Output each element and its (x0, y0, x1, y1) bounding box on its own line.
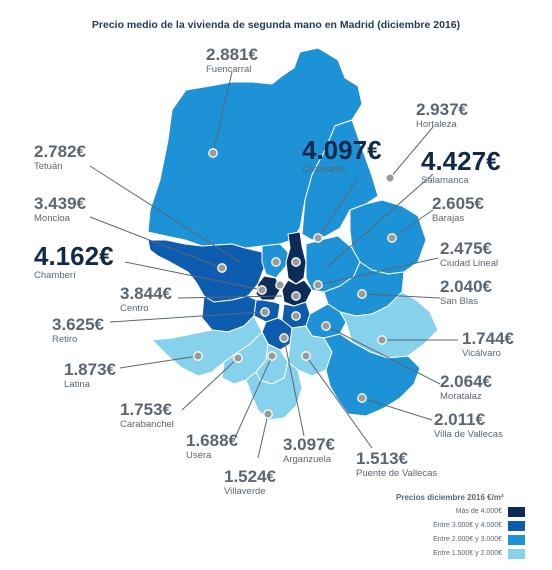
price-ciudad-lineal: 2.475€ (440, 239, 492, 258)
name-ciudad-lineal: Ciudad Lineal (440, 258, 499, 269)
name-latina: Latina (64, 379, 90, 390)
price-chamberi: 4.162€ (34, 241, 114, 271)
name-barajas: Barajas (432, 213, 465, 224)
label-puente-de-vallecas: 1.513€ Puente de Vallecas (356, 450, 437, 480)
price-barajas: 2.605€ (432, 194, 484, 213)
legend-item: Entre 2.000€ y 3.000€ (380, 535, 530, 547)
label-carabanchel: 1.753€ Carabanchel (120, 401, 174, 431)
name-centro: Centro (120, 303, 149, 314)
name-chamberi: Chamberí (34, 270, 76, 281)
legend-label: Más de 4.000€ (455, 508, 502, 515)
price-moncloa: 3.439€ (34, 194, 86, 213)
label-tetuan: 2.782€ Tetuán (34, 143, 86, 173)
label-villaverde: 1.524€ Villaverde (224, 468, 276, 498)
legend-label: Entre 1.500€ y 2.000€ (433, 550, 502, 557)
name-villa-de-vallecas: Villa de Vallecas (434, 429, 503, 440)
label-chamartin: 4.097€ Chamartín (302, 137, 382, 176)
price-vicalvaro: 1.744€ (462, 329, 514, 348)
name-san-blas: San Blas (440, 296, 479, 307)
name-hortaleza: Hortaleza (416, 119, 457, 130)
name-moratalaz: Moratalaz (440, 391, 482, 402)
label-ciudad-lineal: 2.475€ Ciudad Lineal (440, 240, 498, 270)
price-retiro: 3.625€ (52, 315, 104, 334)
price-tetuan: 2.782€ (34, 142, 86, 161)
name-usera: Usera (186, 450, 212, 461)
label-retiro: 3.625€ Retiro (52, 316, 104, 346)
legend-swatch (508, 535, 525, 545)
price-usera: 1.688€ (186, 431, 238, 450)
legend-item: Más de 4.000€ (380, 507, 530, 519)
legend-label: Entre 3.000€ y 4.000€ (433, 522, 502, 529)
label-chamberi: 4.162€ Chamberí (34, 243, 114, 282)
label-hortaleza: 2.937€ Hortaleza (416, 101, 468, 131)
price-san-blas: 2.040€ (440, 277, 492, 296)
name-retiro: Retiro (52, 334, 78, 345)
map-title: Precio medio de la vivienda de segunda m… (91, 19, 461, 31)
name-fuencarral: Fuencarral (206, 64, 252, 75)
price-hortaleza: 2.937€ (416, 100, 468, 119)
price-chamartin: 4.097€ (302, 135, 382, 165)
legend-swatch (508, 549, 525, 559)
name-carabanchel: Carabanchel (120, 419, 174, 430)
label-fuencarral: 2.881€ Fuencarral (206, 46, 258, 76)
label-villa-de-vallecas: 2.011€ Villa de Vallecas (434, 411, 503, 441)
legend-swatch (508, 507, 525, 517)
label-moncloa: 3.439€ Moncloa (34, 195, 86, 225)
name-arganzuela: Arganzuela (283, 454, 332, 465)
price-villa-de-vallecas: 2.011€ (434, 410, 486, 429)
name-villaverde: Villaverde (224, 486, 266, 497)
price-centro: 3.844€ (120, 284, 172, 303)
district-villaverde (245, 361, 303, 421)
name-vicalvaro: Vicálvaro (462, 348, 501, 359)
name-moncloa: Moncloa (34, 213, 70, 224)
name-tetuan: Tetuán (34, 161, 63, 172)
legend-label: Entre 2.000€ y 3.000€ (433, 536, 502, 543)
name-chamartin: Chamartín (302, 164, 347, 175)
price-latina: 1.873€ (64, 360, 116, 379)
label-arganzuela: 3.097€ Arganzuela (283, 436, 335, 466)
legend-swatch (508, 521, 525, 531)
price-arganzuela: 3.097€ (283, 435, 335, 454)
label-salamanca: 4.427€ Salamanca (421, 148, 501, 187)
price-moratalaz: 2.064€ (440, 372, 492, 391)
price-villaverde: 1.524€ (224, 467, 276, 486)
name-puente-de-vallecas: Puente de Vallecas (356, 468, 438, 479)
label-vicalvaro: 1.744€ Vicálvaro (462, 330, 514, 360)
price-puente-de-vallecas: 1.513€ (356, 449, 408, 468)
label-usera: 1.688€ Usera (186, 432, 238, 462)
price-carabanchel: 1.753€ (120, 400, 172, 419)
legend-title: Precios diciembre 2016 €/m² (396, 493, 504, 502)
label-barajas: 2.605€ Barajas (432, 195, 484, 225)
legend-item: Entre 1.500€ y 2.000€ (380, 549, 530, 561)
name-salamanca: Salamanca (421, 175, 469, 186)
label-centro: 3.844€ Centro (120, 285, 172, 315)
label-moratalaz: 2.064€ Moratalaz (440, 373, 492, 403)
price-fuencarral: 2.881€ (206, 45, 258, 64)
label-latina: 1.873€ Latina (64, 361, 116, 391)
label-san-blas: 2.040€ San Blas (440, 278, 492, 308)
legend-item: Entre 3.000€ y 4.000€ (380, 521, 530, 533)
price-salamanca: 4.427€ (421, 146, 501, 176)
